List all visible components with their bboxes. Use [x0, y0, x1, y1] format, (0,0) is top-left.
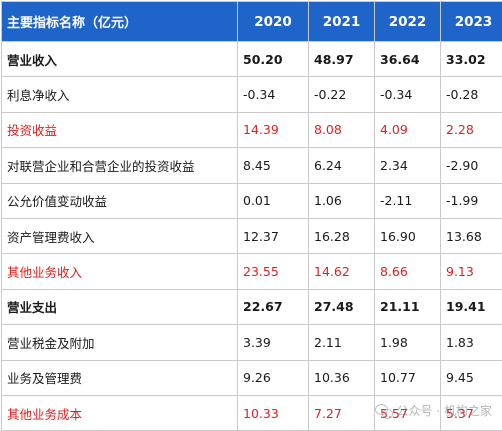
row-label: 营业税金及附加 — [1, 324, 238, 361]
cell-value-2020: 14.39 — [237, 111, 309, 149]
cell-value-2020: 8.45 — [237, 147, 309, 184]
table-row: 资产管理费收入 12.37 16.28 16.90 13.68 — [1, 217, 502, 255]
table-row: 营业支出 22.67 27.48 21.11 19.41 — [1, 288, 502, 326]
cell-value-2022: 10.77 — [374, 359, 441, 396]
cell-value-2020: 0.01 — [237, 182, 309, 219]
cell-value-2020: 12.37 — [237, 217, 309, 255]
header-year-2023: 2023 — [440, 1, 502, 42]
cell-value-2022: 4.09 — [374, 111, 441, 149]
table-row: 营业收入 50.20 48.97 36.64 33.02 — [1, 40, 502, 78]
cell-value-2021: -0.22 — [308, 76, 375, 113]
cell-value-2022: 1.98 — [374, 324, 441, 361]
row-label: 营业支出 — [1, 288, 238, 326]
cell-value-2023: 19.41 — [440, 288, 502, 326]
cell-value-2022: -0.34 — [374, 76, 441, 113]
cell-value-2021: 1.06 — [308, 182, 375, 219]
cell-value-2022: 21.11 — [374, 288, 441, 326]
cell-value-2020: 9.26 — [237, 359, 309, 396]
table-row: 对联营企业和合营企业的投资收益 8.45 6.24 2.34 -2.90 — [1, 147, 502, 184]
cell-value-2023: 9.45 — [440, 359, 502, 396]
table-row: 投资收益 14.39 8.08 4.09 2.28 — [1, 111, 502, 149]
cell-value-2021: 14.62 — [308, 253, 375, 290]
cell-value-2023: -2.90 — [440, 147, 502, 184]
cell-value-2021: 6.24 — [308, 147, 375, 184]
cell-value-2020: -0.34 — [237, 76, 309, 113]
row-label: 对联营企业和合营企业的投资收益 — [1, 147, 238, 184]
row-label: 投资收益 — [1, 111, 238, 149]
table-row: 营业税金及附加 3.39 2.11 1.98 1.83 — [1, 324, 502, 361]
table-row: 利息净收入 -0.34 -0.22 -0.34 -0.28 — [1, 76, 502, 113]
header-indicator-name: 主要指标名称（亿元） — [1, 1, 238, 42]
table-header-row: 主要指标名称（亿元） 2020 2021 2022 2023 — [1, 1, 502, 42]
cell-value-2020: 22.67 — [237, 288, 309, 326]
cell-value-2023: 13.68 — [440, 217, 502, 255]
cell-value-2022: -2.11 — [374, 182, 441, 219]
cell-value-2020: 3.39 — [237, 324, 309, 361]
cell-value-2020: 10.33 — [237, 394, 309, 431]
cell-value-2023: 33.02 — [440, 40, 502, 78]
row-label: 其他业务收入 — [1, 253, 238, 290]
cell-value-2023: 5.37 — [440, 394, 502, 431]
cell-value-2021: 2.11 — [308, 324, 375, 361]
header-year-2022: 2022 — [374, 1, 441, 42]
cell-value-2021: 7.27 — [308, 394, 375, 431]
cell-value-2023: -1.99 — [440, 182, 502, 219]
row-label: 其他业务成本 — [1, 394, 238, 431]
cell-value-2023: -0.28 — [440, 76, 502, 113]
cell-value-2021: 27.48 — [308, 288, 375, 326]
table-row: 其他业务收入 23.55 14.62 8.66 9.13 — [1, 253, 502, 290]
cell-value-2022: 5.57 — [374, 394, 441, 431]
cell-value-2023: 9.13 — [440, 253, 502, 290]
header-year-2021: 2021 — [308, 1, 375, 42]
cell-value-2023: 2.28 — [440, 111, 502, 149]
cell-value-2022: 16.90 — [374, 217, 441, 255]
row-label: 业务及管理费 — [1, 359, 238, 396]
cell-value-2023: 1.83 — [440, 324, 502, 361]
cell-value-2021: 10.36 — [308, 359, 375, 396]
row-label: 营业收入 — [1, 40, 238, 78]
cell-value-2021: 8.08 — [308, 111, 375, 149]
cell-value-2022: 2.34 — [374, 147, 441, 184]
row-label: 公允价值变动收益 — [1, 182, 238, 219]
row-label: 资产管理费收入 — [1, 217, 238, 255]
table-row: 其他业务成本 10.33 7.27 5.57 5.37 — [1, 394, 502, 431]
row-label: 利息净收入 — [1, 76, 238, 113]
header-year-2020: 2020 — [237, 1, 309, 42]
cell-value-2022: 8.66 — [374, 253, 441, 290]
cell-value-2022: 36.64 — [374, 40, 441, 78]
cell-value-2021: 16.28 — [308, 217, 375, 255]
cell-value-2021: 48.97 — [308, 40, 375, 78]
table-row: 公允价值变动收益 0.01 1.06 -2.11 -1.99 — [1, 182, 502, 219]
cell-value-2020: 23.55 — [237, 253, 309, 290]
table-row: 业务及管理费 9.26 10.36 10.77 9.45 — [1, 359, 502, 396]
cell-value-2020: 50.20 — [237, 40, 309, 78]
